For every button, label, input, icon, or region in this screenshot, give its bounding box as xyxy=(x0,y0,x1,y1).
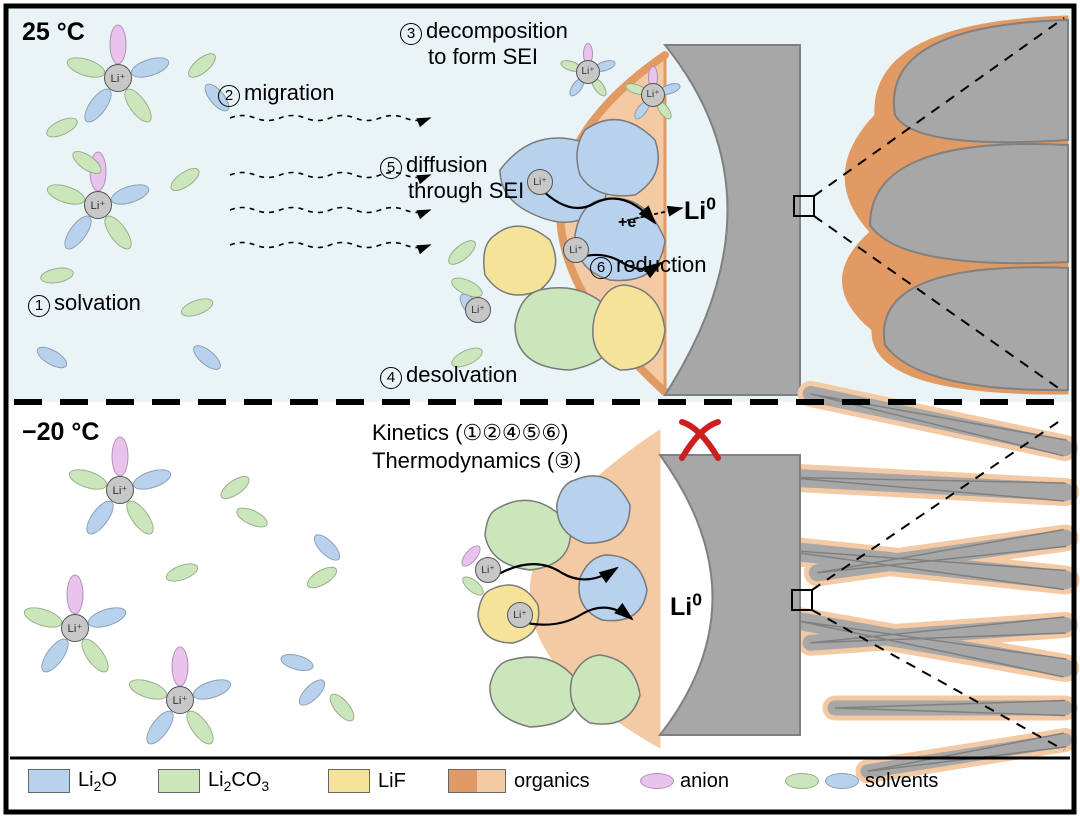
li-ion: Li⁺ xyxy=(527,169,553,195)
step-3b: to form SEI xyxy=(428,44,538,70)
solvent-oval xyxy=(110,24,127,64)
legend-anion: anion xyxy=(640,768,729,794)
legend-organics: organics xyxy=(448,768,590,794)
legend-li2co3: Li2CO3 xyxy=(158,768,269,794)
temp-top: 25 °C xyxy=(22,18,85,47)
step-2: 2migration xyxy=(218,80,334,107)
thermo-line: Thermodynamics (③) xyxy=(372,448,581,474)
diagram-root: Li⁺Li⁺Li⁺Li⁺Li⁺Li⁺Li⁺Li⁺Li⁺Li⁺Li⁺Li⁺25 °… xyxy=(0,0,1080,818)
solvent-oval xyxy=(112,436,129,476)
li0-bottom: Li0 xyxy=(670,590,702,622)
li-ion: Li⁺ xyxy=(465,297,491,323)
solvent-oval xyxy=(172,646,189,686)
step-4: 4desolvation xyxy=(380,362,517,389)
li-ion: Li⁺ xyxy=(563,237,589,263)
plus-e: +e- xyxy=(618,212,640,232)
legend-lif: LiF xyxy=(328,768,406,794)
step-6: 6reduction xyxy=(590,252,707,279)
legend-solvents: solvents xyxy=(785,768,938,794)
step-5b: through SEI xyxy=(408,178,524,204)
step-5a: 5diffusion xyxy=(380,152,488,179)
solvent-oval xyxy=(67,574,84,614)
li0-top: Li0 xyxy=(684,194,716,226)
legend-li2o: Li2O xyxy=(28,768,117,794)
step-3a: 3decomposition xyxy=(400,18,568,45)
temp-bottom: −20 °C xyxy=(22,418,99,447)
step-1: 1solvation xyxy=(28,290,141,317)
kinetics-line: Kinetics (①②④⑤⑥) xyxy=(372,420,568,446)
li-ion: Li⁺ xyxy=(507,602,533,628)
li-ion: Li⁺ xyxy=(475,557,501,583)
